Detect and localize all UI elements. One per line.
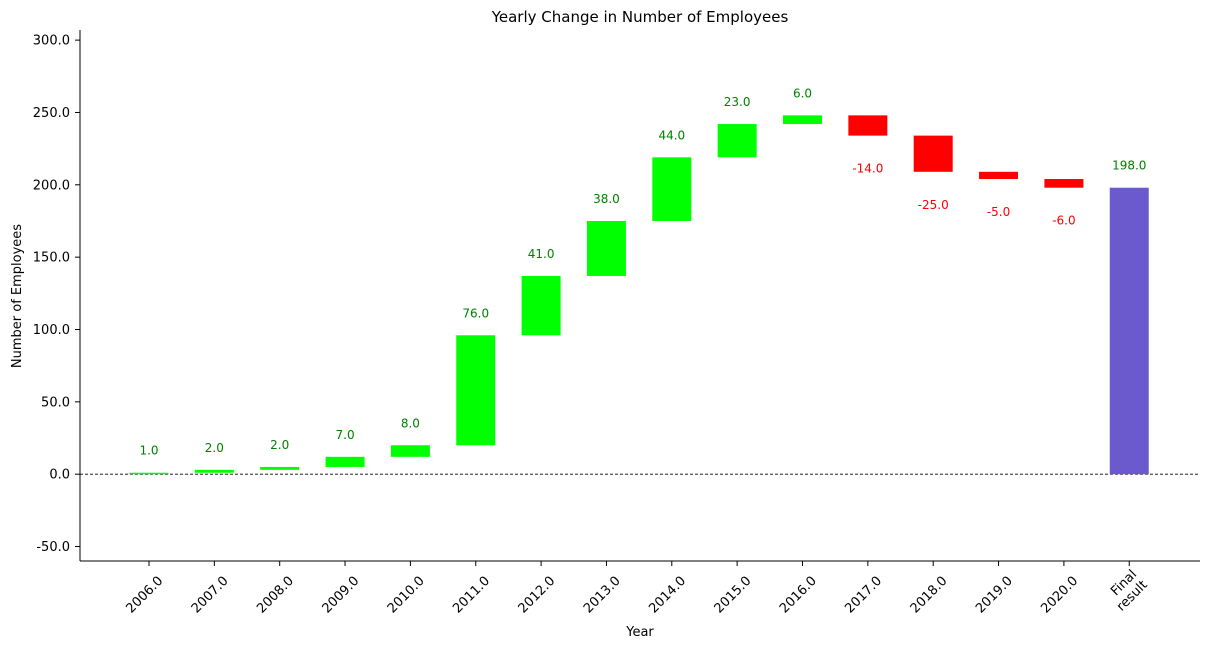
x-tick-label: 2017.0 xyxy=(842,574,885,617)
y-tick-label: 300.0 xyxy=(33,34,70,49)
bar xyxy=(521,275,561,336)
data-label: 41.0 xyxy=(528,247,555,261)
data-label: 23.0 xyxy=(724,95,751,109)
data-label: 38.0 xyxy=(593,192,620,206)
data-label: 1.0 xyxy=(139,444,158,458)
x-tick-label: 2014.0 xyxy=(646,574,689,617)
y-tick-label: 150.0 xyxy=(33,251,70,266)
data-label: -14.0 xyxy=(852,162,883,176)
x-tick-label: 2007.0 xyxy=(189,574,232,617)
data-label: 6.0 xyxy=(793,86,812,100)
bar xyxy=(848,115,888,136)
bar xyxy=(652,157,692,221)
data-label: 76.0 xyxy=(462,306,489,320)
y-tick-label: 100.0 xyxy=(33,323,70,338)
bar xyxy=(456,335,496,446)
data-label: 198.0 xyxy=(1112,159,1146,173)
y-tick-label: 200.0 xyxy=(33,178,70,193)
y-tick-label: 250.0 xyxy=(33,106,70,121)
bar xyxy=(1044,179,1084,188)
plot-area: -50.0 0.0 50.0 100.0 150.0 200.0 250.0 300.0 1.… xyxy=(33,30,1200,616)
data-label: 2.0 xyxy=(270,438,289,452)
x-tick-label: 2013.0 xyxy=(581,574,624,617)
data-label: -6.0 xyxy=(1052,214,1075,228)
bar xyxy=(194,469,234,473)
chart-title: Yearly Change in Number of Employees xyxy=(491,8,789,26)
y-tick-label: 50.0 xyxy=(41,395,70,410)
bar xyxy=(260,466,300,470)
data-label: 2.0 xyxy=(205,441,224,455)
x-tick-label: 2018.0 xyxy=(908,574,951,617)
data-label: -25.0 xyxy=(918,198,949,212)
bar xyxy=(129,472,169,475)
bar xyxy=(783,115,822,125)
bar xyxy=(390,445,430,457)
x-tick-label: 2009.0 xyxy=(320,574,363,617)
x-tick-label: 2016.0 xyxy=(777,574,820,617)
x-tick-label: 2006.0 xyxy=(123,574,166,617)
x-axis-title: Year xyxy=(625,625,654,640)
data-label: 7.0 xyxy=(336,428,355,442)
bar xyxy=(325,456,365,467)
x-tick-label: 2011.0 xyxy=(450,574,493,617)
x-tick-label: 2012.0 xyxy=(516,574,559,617)
bar xyxy=(979,171,1019,180)
bar xyxy=(586,220,626,276)
bar xyxy=(717,124,757,158)
y-axis-title: Number of Employees xyxy=(10,224,25,368)
x-tick-label: Finalresult xyxy=(1103,567,1150,614)
x-tick-label: 2008.0 xyxy=(254,574,297,617)
bar xyxy=(913,135,953,172)
data-label: -5.0 xyxy=(987,205,1010,219)
data-label: 44.0 xyxy=(658,128,685,142)
y-tick-label: 0.0 xyxy=(49,468,70,483)
x-tick-label: 2010.0 xyxy=(385,574,428,617)
y-tick-label: -50.0 xyxy=(36,540,70,555)
x-tick-label: 2015.0 xyxy=(712,574,755,617)
x-tick-label: 2019.0 xyxy=(973,574,1016,617)
x-tick-label: 2020.0 xyxy=(1038,574,1081,617)
bar xyxy=(1109,187,1149,475)
data-label: 8.0 xyxy=(401,416,420,430)
